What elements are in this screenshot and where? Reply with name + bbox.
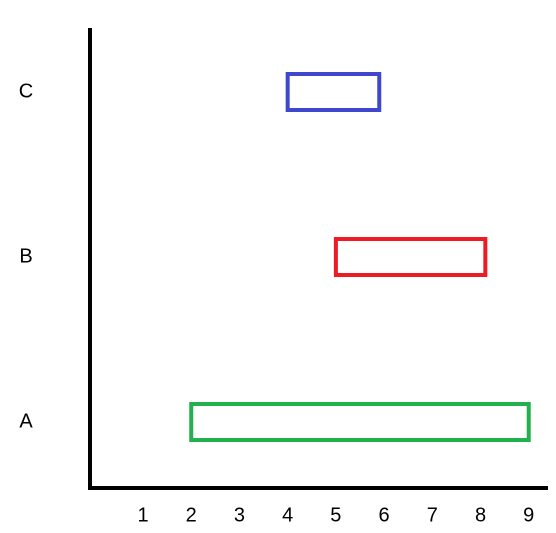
- x-tick-label: 9: [523, 504, 534, 526]
- range-bar: [189, 402, 531, 442]
- x-tick-label: 5: [330, 504, 341, 526]
- y-tick-label: A: [19, 410, 33, 432]
- y-tick-label: C: [19, 80, 33, 102]
- range-bar: [333, 237, 488, 277]
- x-tick-label: 2: [186, 504, 197, 526]
- range-bar: [285, 72, 382, 112]
- x-tick-label: 3: [234, 504, 245, 526]
- x-tick-label: 1: [137, 504, 148, 526]
- x-tick-label: 4: [282, 504, 293, 526]
- x-tick-label: 8: [475, 504, 486, 526]
- y-tick-label: B: [19, 245, 32, 267]
- x-tick-label: 6: [379, 504, 390, 526]
- x-tick-label: 7: [427, 504, 438, 526]
